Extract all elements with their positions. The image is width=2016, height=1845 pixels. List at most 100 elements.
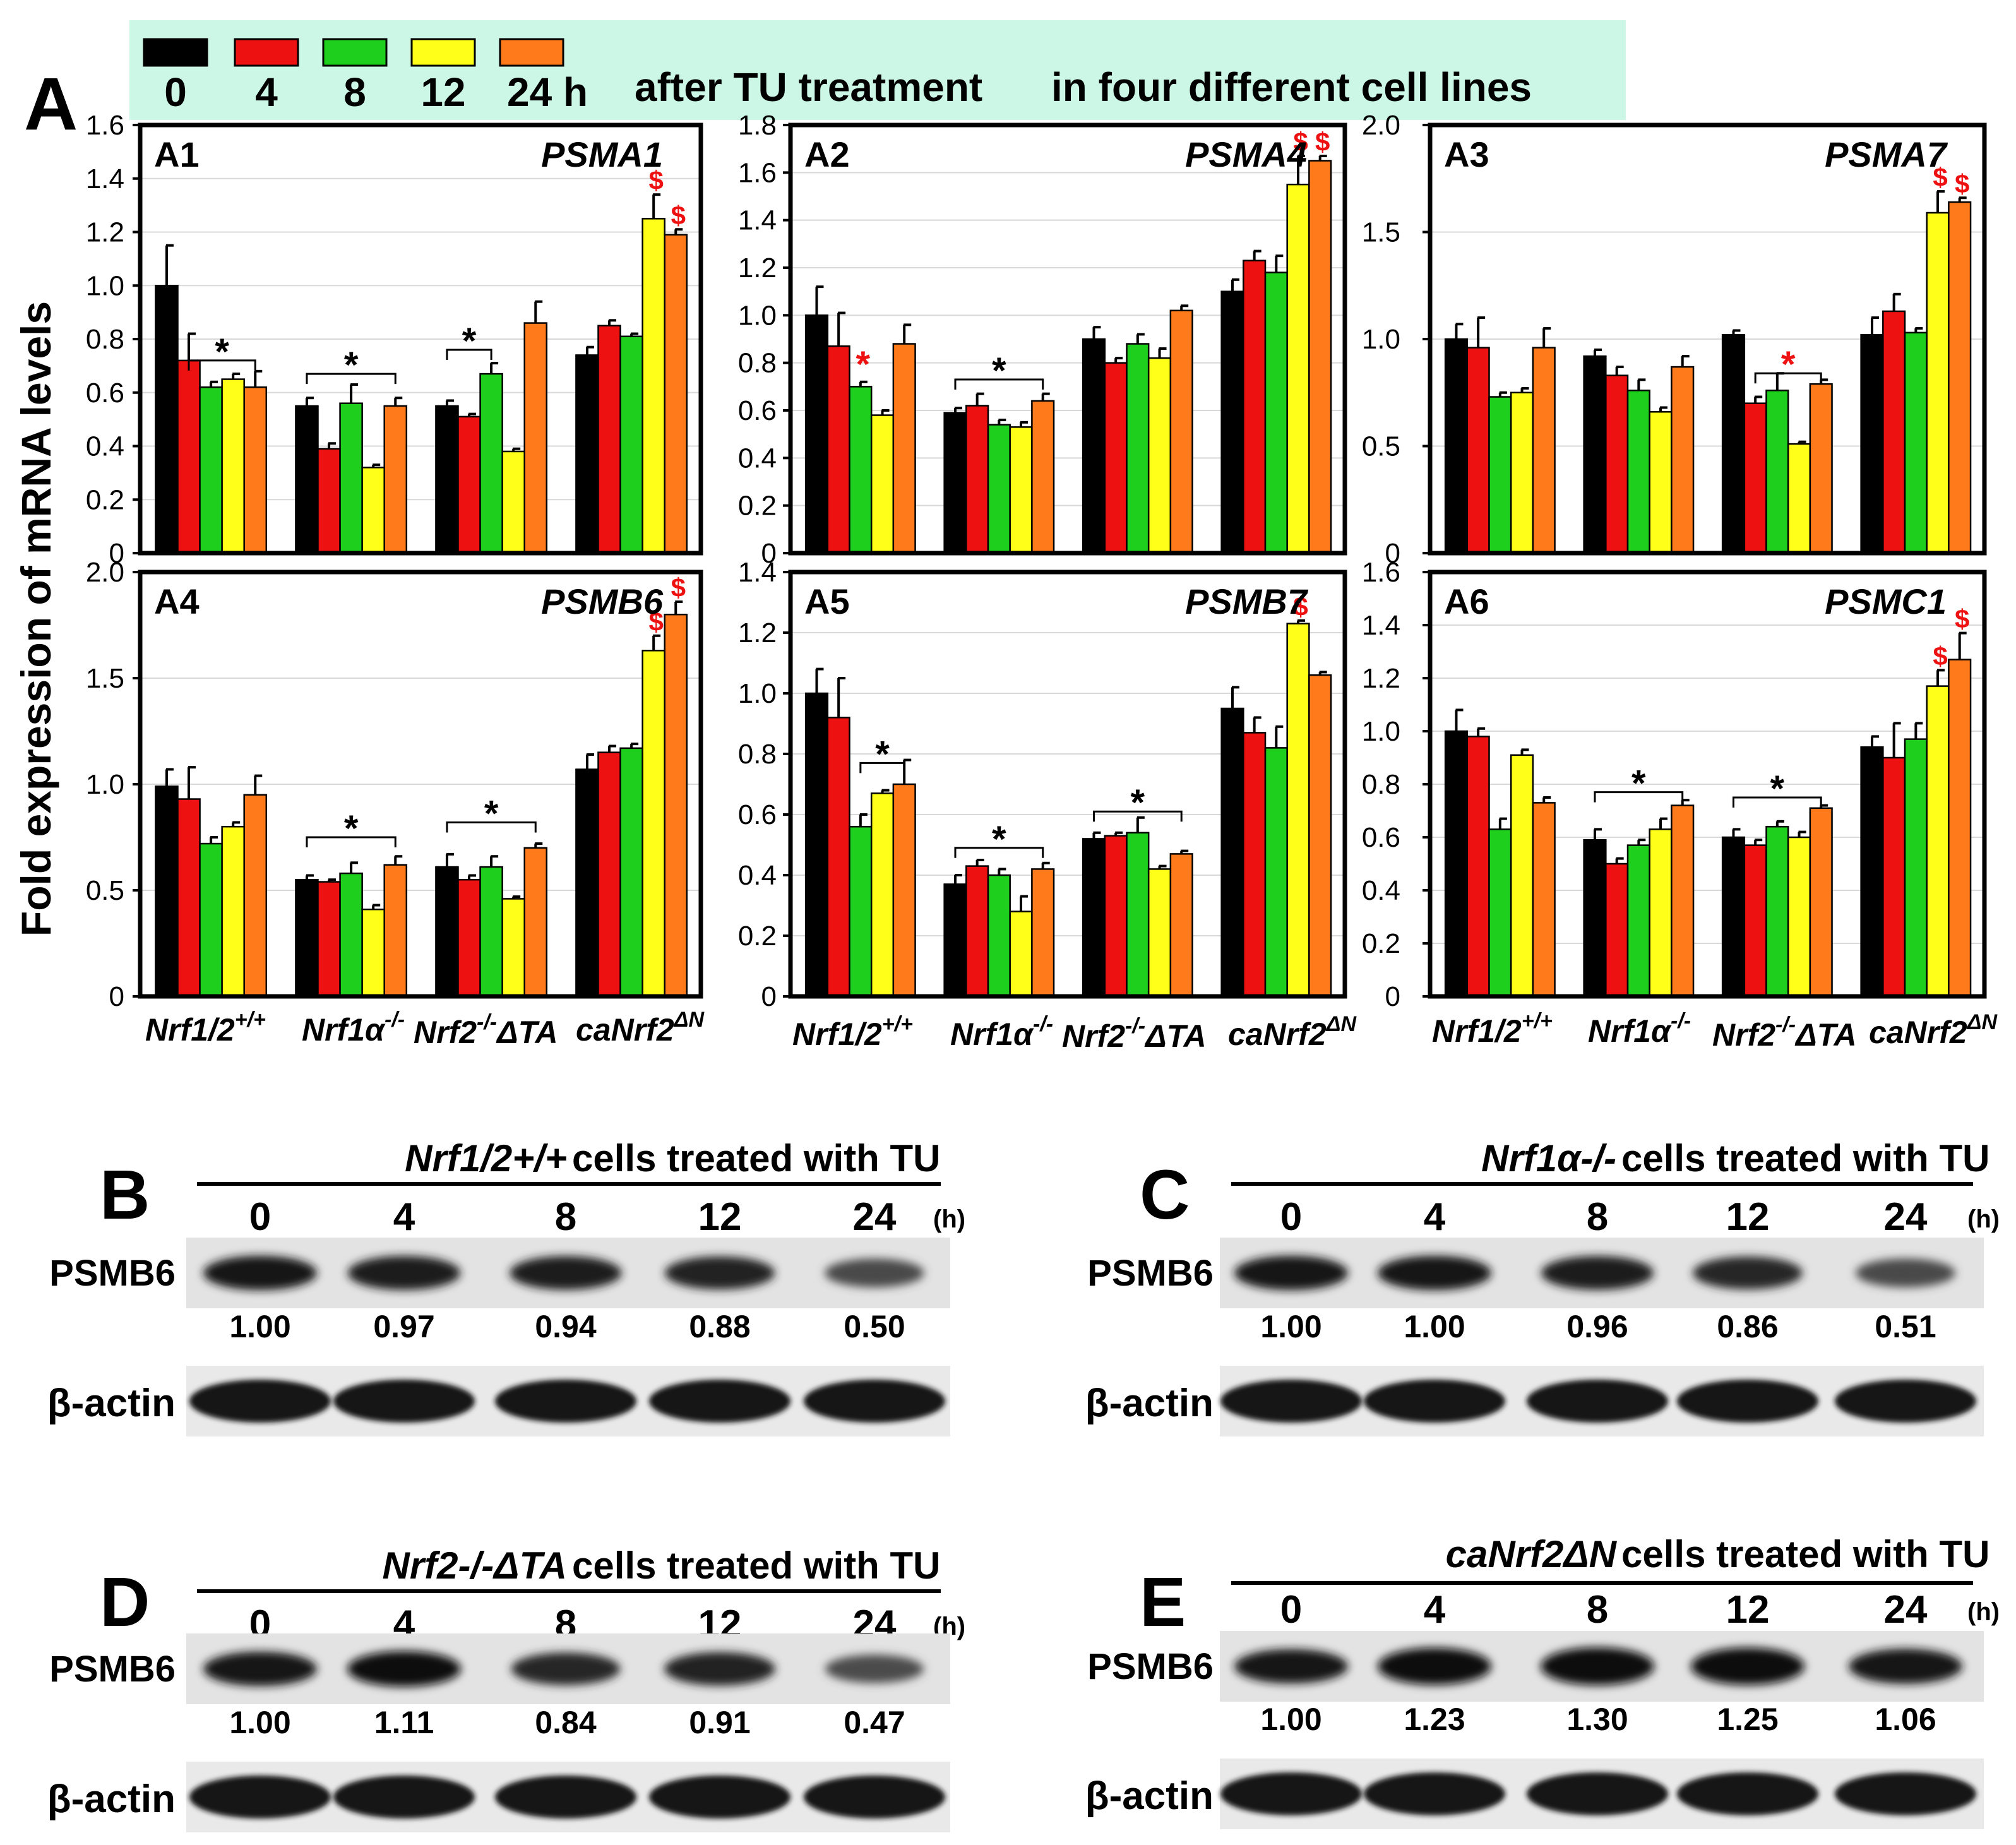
y-tick-label: 0 xyxy=(761,538,777,569)
bar-a4-g1-t2 xyxy=(339,872,363,998)
bar-a4-g0-t3 xyxy=(221,825,245,998)
bar-a6-g0-t4 xyxy=(1532,802,1556,998)
bar-a2-g0-t1 xyxy=(826,345,850,554)
blot-title-rest: cells treated with TU xyxy=(572,1544,940,1587)
category-label: Nrf1α-/- xyxy=(950,1012,1053,1052)
legend-swatch-3 xyxy=(410,38,476,67)
bar-a4-g0-t4 xyxy=(243,794,268,998)
time-label: 0 xyxy=(1280,1195,1302,1239)
actin-band xyxy=(1364,1380,1505,1423)
legend-label-4: 24 h xyxy=(507,69,588,115)
significance-bracket xyxy=(306,373,397,385)
significance-marker: $ xyxy=(1315,127,1330,157)
time-label: 8 xyxy=(555,1195,576,1239)
significance-bracket xyxy=(446,821,537,833)
y-tick-label: 2.0 xyxy=(86,557,124,588)
panel-label-a3: A3 xyxy=(1444,134,1489,174)
category-label: Nrf2-/-ΔTA xyxy=(1062,1014,1207,1054)
bar-a3-g1-t1 xyxy=(1605,374,1629,554)
category-label-part: -/- xyxy=(1033,1012,1053,1036)
bar-a5-g2-t3 xyxy=(1147,868,1172,998)
significance-marker: * xyxy=(992,350,1006,391)
protein-label-actin: β-actin xyxy=(47,1382,176,1425)
protein-label-psmb6: PSMB6 xyxy=(49,1649,176,1690)
category-label-part: ΔN xyxy=(1966,1010,1998,1034)
y-tick-label: 1.5 xyxy=(1362,217,1400,248)
significance-marker: * xyxy=(875,734,890,775)
y-tick-label: 0.8 xyxy=(1362,769,1400,800)
chart-a2: * * $ $0 0.2 0.4 0.6 0.8 1.0 1.2 1.4 1.6 1.8 A2 PSMA4 xyxy=(738,110,1347,569)
significance-marker: * xyxy=(1770,768,1785,809)
bar-a2-g2-t0 xyxy=(1082,338,1106,554)
psmb6-band xyxy=(347,1651,461,1687)
bar-a1-g3-t2 xyxy=(619,335,643,554)
psmb6-band xyxy=(1691,1647,1804,1685)
bar-a1-g3-t0 xyxy=(575,354,599,554)
bar-a3-g1-t2 xyxy=(1626,390,1650,554)
bar-a2-g1-t2 xyxy=(987,424,1011,554)
bar-a3-g2-t4 xyxy=(1809,383,1833,554)
bar-a3-g2-t0 xyxy=(1721,333,1746,554)
bar-a6-g1-t1 xyxy=(1605,863,1629,998)
bar-a4-g3-t1 xyxy=(597,751,621,998)
bar-a1-g0-t1 xyxy=(177,359,201,554)
significance-bracket xyxy=(859,761,905,773)
significance-marker: $ xyxy=(671,200,686,230)
significance-bracket xyxy=(1732,796,1822,808)
time-label: 8 xyxy=(1587,1588,1608,1632)
y-tick-label: 1.5 xyxy=(86,663,124,694)
bar-a1-g1-t3 xyxy=(361,467,385,554)
blot-title-cell-line: caNrf2ΔN xyxy=(1446,1533,1618,1575)
category-label-part: -/- xyxy=(385,1008,405,1032)
category-label-part: -/- xyxy=(1125,1014,1145,1038)
bar-a5-g3-t4 xyxy=(1308,674,1332,998)
psmb6-band xyxy=(1234,1649,1348,1684)
bar-a3-g2-t2 xyxy=(1765,390,1789,554)
legend: 0 4 8 12 24 h xyxy=(143,38,588,115)
blot-title-rest: cells treated with TU xyxy=(572,1137,940,1179)
significance-marker: $ xyxy=(649,165,664,195)
bar-a4-g1-t4 xyxy=(383,864,408,998)
psmb6-band xyxy=(1849,1649,1962,1684)
bar-a3-g1-t0 xyxy=(1583,355,1607,554)
bar-a4-g3-t0 xyxy=(575,768,599,998)
significance-marker: * xyxy=(344,808,359,849)
gene-name: PSMA4 xyxy=(1185,134,1307,174)
category-label-part: caNrf2 xyxy=(1228,1017,1327,1052)
category-label-part: ΔTA xyxy=(1794,1017,1857,1053)
time-label: 4 xyxy=(1424,1195,1446,1239)
psmb6-band xyxy=(1234,1255,1348,1291)
psmb6-band xyxy=(1541,1647,1654,1686)
quantification-value: 1.00 xyxy=(229,1705,290,1740)
category-label-part: Nrf1α xyxy=(302,1012,386,1048)
psmb6-band xyxy=(825,1258,924,1287)
chart-a6: * * $ $0 0.2 0.4 0.6 0.8 1.0 1.2 1.4 1.6 A6 PSMC1 xyxy=(1362,557,1987,1012)
legend-label-2: 8 xyxy=(343,69,366,115)
blot-title-rest: cells treated with TU xyxy=(1621,1137,1989,1179)
time-label: 24 xyxy=(853,1195,897,1239)
bar-a5-g2-t4 xyxy=(1169,853,1193,998)
bar-a4-g0-t2 xyxy=(199,842,223,998)
y-tick-label: 1.6 xyxy=(1362,557,1400,588)
bar-a2-g3-t4 xyxy=(1308,160,1332,554)
y-tick-label: 1.8 xyxy=(738,110,777,141)
quantification-value: 0.91 xyxy=(689,1705,750,1740)
time-label: 12 xyxy=(698,1195,742,1239)
y-tick-label: 1.2 xyxy=(738,618,777,648)
psmb6-band xyxy=(825,1654,924,1683)
bar-a6-g2-t4 xyxy=(1809,807,1833,998)
bar-a4-g0-t0 xyxy=(155,785,179,998)
y-tick-label: 0.6 xyxy=(738,395,777,426)
y-tick-label: 0.2 xyxy=(738,921,777,952)
y-tick-label: 1.4 xyxy=(738,205,777,236)
category-label-part: ΔTA xyxy=(496,1015,558,1050)
chart-frame xyxy=(788,122,1347,556)
bar-a6-g3-t3 xyxy=(1926,685,1950,998)
category-label: Nrf2-/-ΔTA xyxy=(414,1010,558,1050)
bar-a2-g2-t1 xyxy=(1104,362,1128,554)
category-label: Nrf1α-/- xyxy=(302,1008,405,1048)
blot-title-cell-line: Nrf1α-/- xyxy=(1481,1137,1616,1179)
category-label-part: Nrf1/2 xyxy=(1432,1013,1522,1049)
